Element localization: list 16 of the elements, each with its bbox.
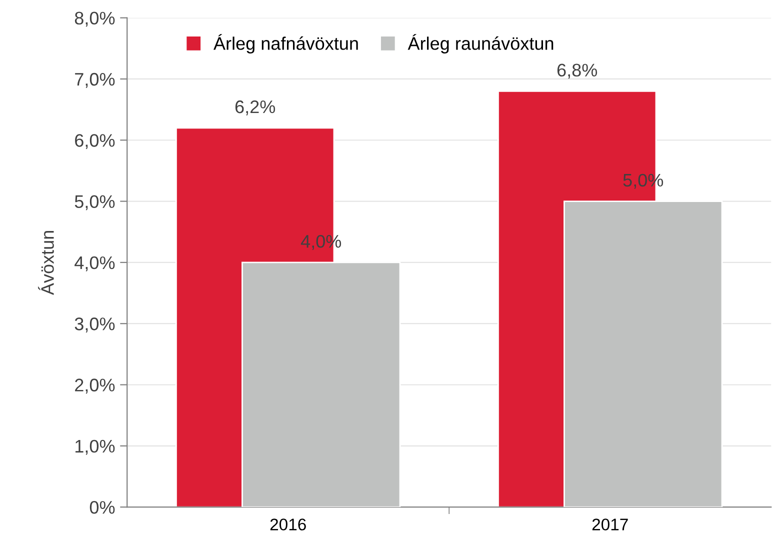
x-tick-label: 2016 — [270, 518, 306, 530]
legend-label: Árleg raunávöxtun — [408, 34, 554, 54]
y-tick-label: 2,0% — [75, 378, 115, 394]
y-tick-label: 5,0% — [74, 195, 115, 210]
y-tick-label: 4,0% — [74, 256, 115, 272]
y-tick-label: 6,0% — [75, 134, 115, 149]
y-tick-label: 1,0% — [76, 440, 115, 455]
y-tick-label: 3,0% — [74, 318, 115, 332]
y-tick-label: 8,0% — [74, 12, 115, 27]
y-tick-label: 0% — [90, 500, 115, 514]
x-tick-label: 2017 — [592, 518, 628, 530]
legend-label: Árleg nafnávöxtun — [214, 34, 358, 54]
y-tick-label: 7,0% — [75, 72, 115, 88]
data-label: 6,2% — [235, 100, 276, 116]
y-axis-title: Ávöxtun — [38, 230, 54, 296]
data-label: 6,8% — [557, 64, 598, 79]
